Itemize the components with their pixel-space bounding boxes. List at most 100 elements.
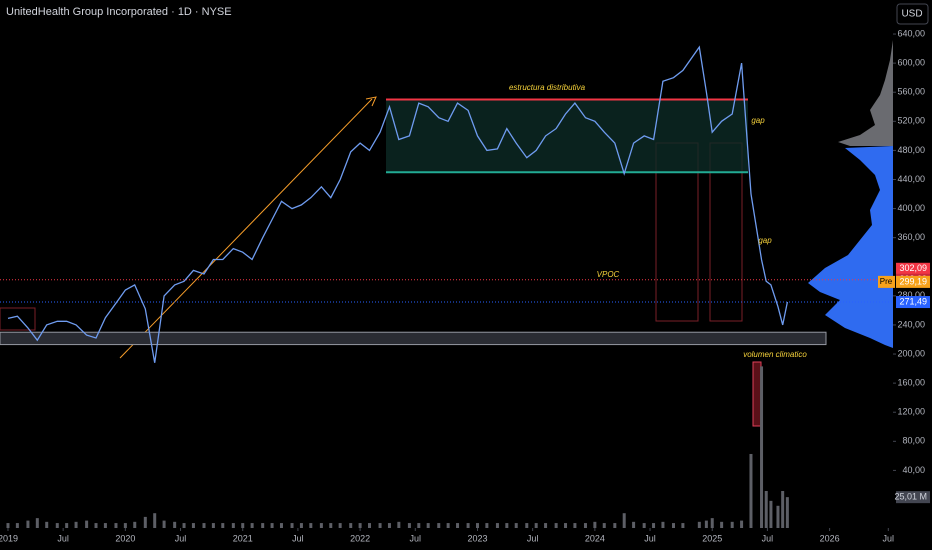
x-tick-label: Jul: [175, 533, 187, 543]
gap-box: [0, 307, 36, 331]
volume-bar: [153, 513, 157, 528]
volume-bar: [505, 523, 509, 528]
volume-profile-lower: [808, 146, 893, 348]
volume-bar: [202, 523, 206, 528]
x-tick-label: Jul: [410, 533, 422, 543]
chart-title: UnitedHealth Group Incorporated · 1D · N…: [6, 6, 232, 18]
volume-bar: [45, 521, 49, 528]
volume-bar: [602, 523, 606, 528]
volume-bar: [514, 523, 518, 528]
volume-bar: [270, 523, 274, 528]
price-tag: [896, 296, 930, 309]
volume-bar: [103, 523, 107, 528]
volume-bar: [466, 523, 470, 528]
volume-bar: [35, 518, 39, 528]
annotation: volumen climatico: [743, 350, 807, 359]
x-tick-label: 2026: [820, 533, 840, 543]
y-tick-label: 640,00: [897, 28, 925, 38]
y-tick-label: 40,00: [902, 465, 925, 475]
price-tag: [896, 275, 930, 288]
volume-bar: [417, 523, 421, 528]
x-tick-label: Jul: [57, 533, 69, 543]
volume-bar: [583, 523, 587, 528]
x-tick-label: Jul: [883, 533, 895, 543]
distribution-zone: [386, 99, 748, 173]
trend-arrow: [365, 96, 377, 107]
volume-bar: [672, 523, 676, 528]
annotation: estructura distributiva: [509, 83, 586, 92]
volume-bar: [525, 523, 529, 528]
volume-bar: [573, 523, 577, 528]
volume-bar: [681, 523, 685, 528]
y-tick-label: 400,00: [897, 203, 925, 213]
volume-bar: [613, 523, 617, 528]
volume-bar: [123, 523, 127, 528]
y-tick-label: 600,00: [897, 58, 925, 68]
volume-tag-label: 25,01 M: [894, 492, 927, 502]
y-tick-label: 280,00: [897, 290, 925, 300]
volume-bar: [133, 521, 137, 528]
volume-profile-upper: [838, 40, 893, 146]
x-tick-label: 2023: [467, 533, 487, 543]
volume-bar: [368, 523, 372, 528]
volume-bar: [740, 520, 744, 528]
currency-label[interactable]: USD: [901, 9, 922, 20]
volume-bar: [378, 523, 382, 528]
volume-bar: [749, 453, 753, 528]
volume-bar: [338, 523, 342, 528]
volume-bar: [65, 523, 69, 528]
volume-bar: [564, 523, 568, 528]
annotation: gap: [758, 236, 772, 245]
volume-bar: [632, 521, 636, 528]
volume-bar: [475, 523, 479, 528]
support-band: [0, 331, 827, 346]
volume-bar: [407, 523, 411, 528]
volume-bar: [250, 523, 254, 528]
x-tick-label: Jul: [527, 533, 539, 543]
pre-tag-label: Pre: [880, 277, 893, 286]
y-tick-label: 520,00: [897, 116, 925, 126]
volume-bar: [94, 523, 98, 528]
y-tick-label: 120,00: [897, 407, 925, 417]
volume-bar: [642, 523, 646, 528]
currency-button[interactable]: [896, 3, 929, 25]
volume-bar: [661, 521, 665, 528]
volume-bar: [437, 523, 441, 528]
volume-bar: [15, 523, 19, 528]
volume-bar: [173, 521, 177, 528]
volume-bar: [261, 523, 265, 528]
volume-bar: [730, 521, 734, 528]
volume-bar: [622, 513, 626, 528]
volume-bar: [55, 523, 59, 528]
volume-bar: [544, 523, 548, 528]
y-tick-label: 200,00: [897, 348, 925, 358]
volume-bar: [309, 523, 313, 528]
volume-bar: [764, 490, 768, 528]
volume-bar: [704, 520, 708, 528]
volume-bar: [290, 523, 294, 528]
price-tag-label: 302,09: [899, 263, 927, 273]
x-tick-label: Jul: [292, 533, 304, 543]
price-tag-label: 271,49: [899, 296, 927, 306]
y-tick-label: 480,00: [897, 145, 925, 155]
volume-bar: [191, 523, 195, 528]
volume-bar: [769, 500, 773, 528]
annotation: VPOC: [597, 270, 620, 279]
volume-bar: [231, 523, 235, 528]
volume-bar: [781, 490, 785, 528]
volume-bar: [143, 516, 147, 528]
price-tag: [896, 262, 930, 275]
y-tick-label: 80,00: [902, 436, 925, 446]
volume-bar: [279, 523, 283, 528]
volume-bar: [554, 523, 558, 528]
volume-bar: [397, 521, 401, 528]
volume-bar: [456, 523, 460, 528]
volume-bar: [776, 505, 780, 528]
volume-bar: [652, 523, 656, 528]
volume-bar: [495, 523, 499, 528]
volume-bar: [211, 523, 215, 528]
x-tick-label: 2022: [350, 533, 370, 543]
